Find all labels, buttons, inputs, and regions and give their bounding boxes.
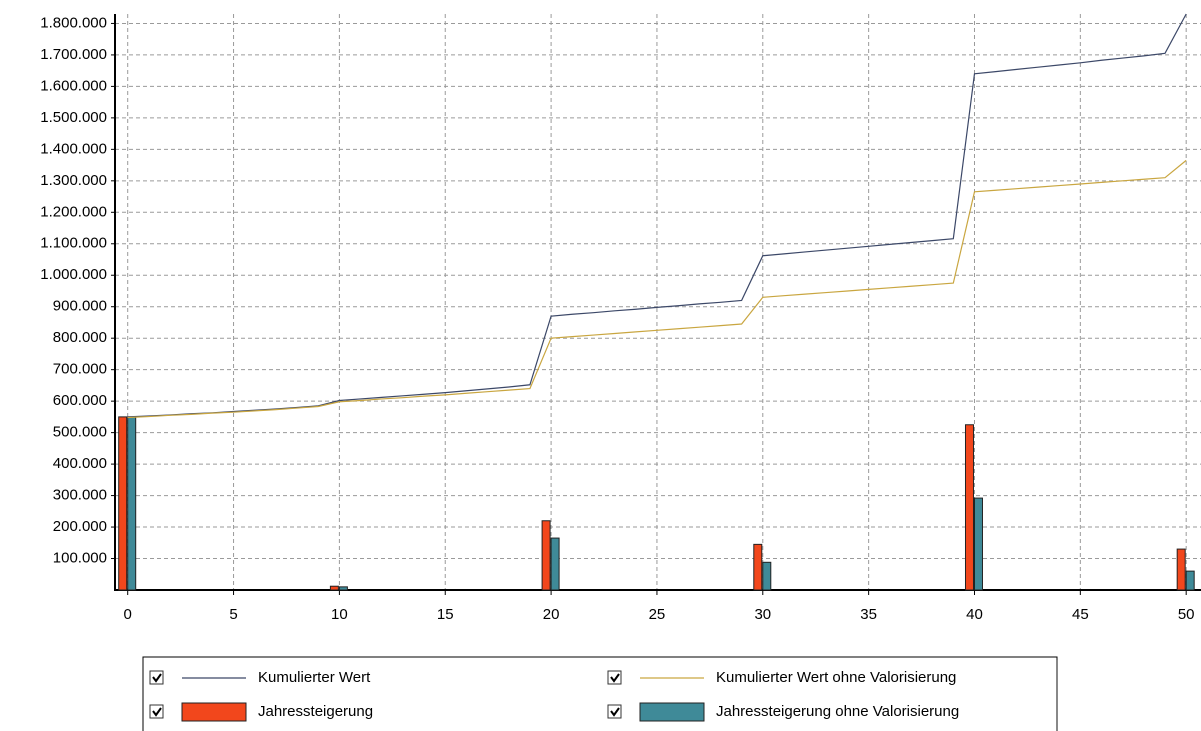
y-tick-label: 200.000 xyxy=(53,518,107,535)
legend-box xyxy=(142,656,1058,731)
checkmark xyxy=(610,673,620,683)
legend-label: Jahressteigerung ohne Valorisierung xyxy=(716,703,959,720)
legend-label: Kumulierter Wert xyxy=(258,669,371,686)
bar xyxy=(964,424,974,591)
checkmark xyxy=(152,707,162,717)
y-tick-label: 800.000 xyxy=(53,329,107,346)
y-tick-label: 700.000 xyxy=(53,361,107,378)
legend-checkbox[interactable] xyxy=(149,704,164,719)
bar xyxy=(1185,570,1195,591)
line xyxy=(127,13,1187,418)
legend-swatch xyxy=(181,702,247,722)
x-tick-label: 15 xyxy=(437,606,454,623)
x-tick-label: 50 xyxy=(1178,606,1195,623)
legend-label: Kumulierter Wert ohne Valorisierung xyxy=(716,669,956,686)
bar xyxy=(762,561,772,591)
bar xyxy=(329,585,339,591)
y-tick-label: 300.000 xyxy=(53,487,107,504)
y-tick-label: 1.500.000 xyxy=(40,109,107,126)
legend-checkbox[interactable] xyxy=(607,670,622,685)
x-tick-label: 40 xyxy=(966,606,983,623)
y-tick-label: 900.000 xyxy=(53,298,107,315)
x-tick-label: 45 xyxy=(1072,606,1089,623)
bar xyxy=(973,497,983,591)
y-tick-label: 1.600.000 xyxy=(40,77,107,94)
bar xyxy=(118,416,128,591)
y-tick-label: 1.800.000 xyxy=(40,14,107,31)
legend-swatch xyxy=(639,702,705,722)
y-tick-label: 1.000.000 xyxy=(40,266,107,283)
y-tick-label: 100.000 xyxy=(53,549,107,566)
y-tick-label: 400.000 xyxy=(53,455,107,472)
x-tick-label: 35 xyxy=(860,606,877,623)
bar xyxy=(541,520,551,591)
y-tick-label: 600.000 xyxy=(53,392,107,409)
x-tick-label: 25 xyxy=(649,606,666,623)
bar xyxy=(550,537,560,591)
x-tick-label: 10 xyxy=(331,606,348,623)
line xyxy=(127,159,1187,419)
y-tick-label: 1.300.000 xyxy=(40,172,107,189)
checkmark xyxy=(152,673,162,683)
x-tick-label: 0 xyxy=(124,606,132,623)
y-tick-label: 1.100.000 xyxy=(40,235,107,252)
y-tick-label: 1.200.000 xyxy=(40,203,107,220)
bar xyxy=(338,586,348,591)
y-tick-label: 1.700.000 xyxy=(40,46,107,63)
x-tick-label: 30 xyxy=(754,606,771,623)
y-tick-label: 1.400.000 xyxy=(40,140,107,157)
bar xyxy=(1176,548,1186,591)
x-tick-label: 5 xyxy=(229,606,237,623)
x-tick-label: 20 xyxy=(543,606,560,623)
y-tick-label: 500.000 xyxy=(53,424,107,441)
bar xyxy=(127,416,137,591)
bar xyxy=(753,543,763,591)
legend-checkbox[interactable] xyxy=(149,670,164,685)
checkmark xyxy=(610,707,620,717)
legend-label: Jahressteigerung xyxy=(258,703,373,720)
legend-checkbox[interactable] xyxy=(607,704,622,719)
